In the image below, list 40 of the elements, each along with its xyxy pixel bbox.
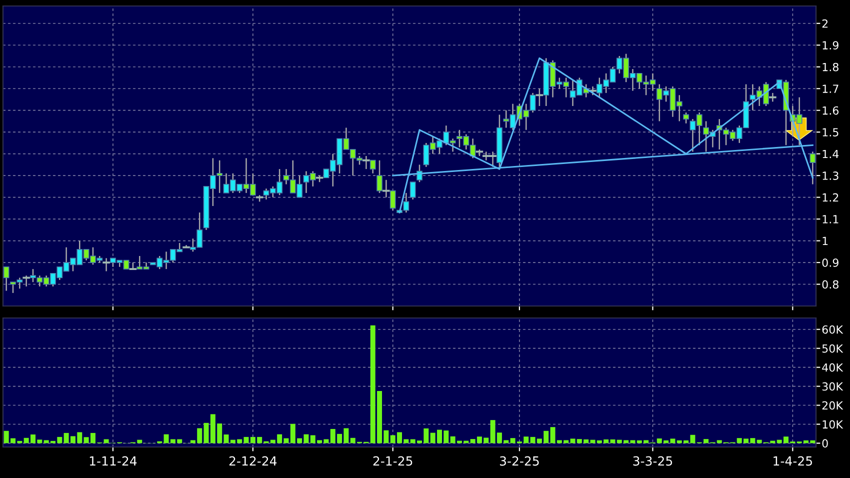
y-tick-label: 60K <box>822 325 844 334</box>
y-tick-label: 1.2 <box>822 193 838 202</box>
candlestick <box>22 274 30 288</box>
candlestick <box>370 160 376 174</box>
candlestick <box>3 266 10 292</box>
y-tick-label: 30K <box>822 382 844 391</box>
candlestick <box>362 155 370 170</box>
x-tick-label: 2-12-24 <box>229 456 277 466</box>
candlestick <box>683 112 690 124</box>
candlestick <box>769 92 776 102</box>
bar <box>104 439 109 444</box>
x-tick-label: 2-1-25 <box>373 456 412 466</box>
y-tick-label: 50K <box>822 344 844 353</box>
y-tick-label: 1.9 <box>822 41 838 50</box>
y-tick-label: 40K <box>822 363 844 372</box>
y-tick-label: 1.1 <box>822 215 838 224</box>
y-tick-label: 0.9 <box>822 258 838 267</box>
y-tick-label: 1.7 <box>822 84 838 93</box>
x-tick-label: 3-2-25 <box>500 456 539 466</box>
y-tick-label: 1.3 <box>822 172 838 180</box>
y-tick-label: 20K <box>822 401 844 410</box>
y-tick-label: 1.5 <box>822 128 838 136</box>
candlestick <box>410 181 416 200</box>
y-tick-label: 0.8 <box>822 280 838 289</box>
y-tick-label: 1.4 <box>822 150 839 158</box>
y-tick-label: 0 <box>822 439 828 448</box>
y-tick-label: 2 <box>822 19 828 28</box>
candlestick <box>810 151 816 185</box>
x-tick-label: 1-4-25 <box>774 456 812 466</box>
candlestick <box>390 190 396 211</box>
candlestick <box>382 179 390 198</box>
candlestick <box>536 88 544 107</box>
x-tick-label: 1-11-24 <box>90 456 137 466</box>
y-tick-label: 10K <box>822 420 844 429</box>
y-tick-label: 1.8 <box>822 62 838 72</box>
y-tick-label: 1 <box>822 236 828 246</box>
candlestick <box>102 258 110 272</box>
x-tick-label: 3-3-25 <box>633 456 672 466</box>
y-tick-label: 1.6 <box>822 106 839 115</box>
candlestick <box>376 160 382 194</box>
